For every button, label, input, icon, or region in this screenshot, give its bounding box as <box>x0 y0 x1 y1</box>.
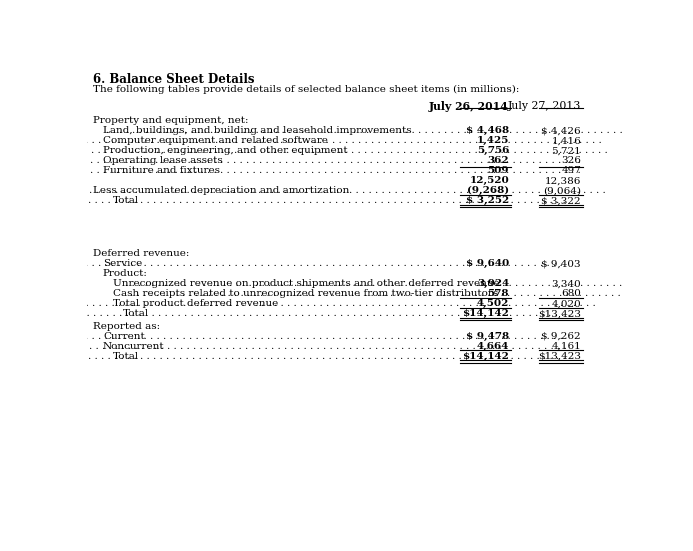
Text: Current: Current <box>103 332 145 341</box>
Text: Computer equipment and related software: Computer equipment and related software <box>103 136 328 145</box>
Text: . . . . . . . . . . . . . . . . . . . . . . . . . . . . . . . . . . . . . . . . : . . . . . . . . . . . . . . . . . . . . … <box>49 196 568 206</box>
Text: 4,161: 4,161 <box>552 342 581 351</box>
Text: $13,423: $13,423 <box>538 310 581 318</box>
Text: $ 4,468: $ 4,468 <box>466 126 509 135</box>
Text: . . . . . . . . . . . . . . . . . . . . . . . . . . . . . . . . . . . . . . . . : . . . . . . . . . . . . . . . . . . . . … <box>79 299 599 309</box>
Text: . . . . . . . . . . . . . . . . . . . . . . . . . . . . . . . . . . . . . . . . : . . . . . . . . . . . . . . . . . . . . … <box>53 310 574 318</box>
Text: $ 9,403: $ 9,403 <box>541 260 581 268</box>
Text: Less accumulated depreciation and amortization: Less accumulated depreciation and amorti… <box>93 186 349 195</box>
Text: Deferred revenue:: Deferred revenue: <box>93 250 189 258</box>
Text: 578: 578 <box>487 289 509 299</box>
Text: 12,520: 12,520 <box>469 176 509 185</box>
Text: . . . . . . . . . . . . . . . . . . . . . . . . . . . . . . . . . . . . . . . . : . . . . . . . . . . . . . . . . . . . . … <box>46 332 566 341</box>
Text: 4,664: 4,664 <box>477 342 509 351</box>
Text: . . . . . . . . . . . . . . . . . . . . . . . . . . . . . . . . . . . . . . . . : . . . . . . . . . . . . . . . . . . . . … <box>89 186 608 195</box>
Text: 362: 362 <box>487 156 509 165</box>
Text: Property and equipment, net:: Property and equipment, net: <box>93 116 248 125</box>
Text: (9,268): (9,268) <box>467 186 509 196</box>
Text: Cash receipts related to unrecognized revenue from two-tier distributors: Cash receipts related to unrecognized re… <box>113 289 498 299</box>
Text: . . . . . . . . . . . . . . . . . . . . . . . . . . . . . . . . . . . . . . . . : . . . . . . . . . . . . . . . . . . . . … <box>46 260 566 268</box>
Text: July 26, 2014: July 26, 2014 <box>429 101 509 112</box>
Text: Product:: Product: <box>103 269 148 278</box>
Text: $14,142: $14,142 <box>462 310 509 318</box>
Text: Reported as:: Reported as: <box>93 322 160 331</box>
Text: . . . . . . . . . . . . . . . . . . . . . . . . . . . . . . . . . . . . . . . . : . . . . . . . . . . . . . . . . . . . . … <box>49 352 568 361</box>
Text: . . . . . . . . . . . . . . . . . . . . . . . . . . . . . . . . . . . . . . . . : . . . . . . . . . . . . . . . . . . . . … <box>106 126 626 135</box>
Text: 4,502: 4,502 <box>477 299 509 309</box>
Text: Noncurrent: Noncurrent <box>103 342 164 351</box>
Text: 509: 509 <box>487 166 509 175</box>
Text: . . . . . . . . . . . . . . . . . . . . . . . . . . . . . . . . . . . . . . . . : . . . . . . . . . . . . . . . . . . . . … <box>64 156 584 165</box>
Text: 1,416: 1,416 <box>552 136 581 145</box>
Text: . . . . . . . . . . . . . . . . . . . . . . . . . . . . . . . . . . . . . . . . : . . . . . . . . . . . . . . . . . . . . … <box>64 166 584 175</box>
Text: $ 4,426: $ 4,426 <box>541 126 581 135</box>
Text: Production, engineering, and other equipment: Production, engineering, and other equip… <box>103 146 347 155</box>
Text: Operating lease assets: Operating lease assets <box>103 156 222 165</box>
Text: $ 3,322: $ 3,322 <box>541 196 581 206</box>
Text: The following tables provide details of selected balance sheet items (in million: The following tables provide details of … <box>93 85 519 94</box>
Text: $13,423: $13,423 <box>538 352 581 361</box>
Text: 680: 680 <box>561 289 581 299</box>
Text: 5,721: 5,721 <box>552 146 581 155</box>
Text: 12,386: 12,386 <box>545 176 581 185</box>
Text: $ 3,252: $ 3,252 <box>466 196 509 206</box>
Text: 1,425: 1,425 <box>477 136 509 145</box>
Text: Total: Total <box>123 310 149 318</box>
Text: 4,020: 4,020 <box>552 299 581 309</box>
Text: (9,064): (9,064) <box>543 186 581 195</box>
Text: 326: 326 <box>561 156 581 165</box>
Text: Furniture and fixtures: Furniture and fixtures <box>103 166 220 175</box>
Text: $ 9,478: $ 9,478 <box>466 332 509 341</box>
Text: 3,924: 3,924 <box>477 279 509 288</box>
Text: Total: Total <box>113 196 139 206</box>
Text: Service: Service <box>103 260 142 268</box>
Text: 6. Balance Sheet Details: 6. Balance Sheet Details <box>93 73 254 86</box>
Text: Unrecognized revenue on product shipments and other deferred revenue: Unrecognized revenue on product shipment… <box>113 279 500 288</box>
Text: . . . . . . . . . . . . . . . . . . . . . . . . . . . . . . . . . . . . . . . . : . . . . . . . . . . . . . . . . . . . . … <box>130 289 650 299</box>
Text: Total: Total <box>113 352 139 361</box>
Text: . . . . . . . . . . . . . . . . . . . . . . . . . . . . . . . . . . . . . . . . : . . . . . . . . . . . . . . . . . . . . … <box>50 342 570 351</box>
Text: . . . . . . . . . . . . . . . . . . . . . . . . . . . . . . . . . . . . . . . . : . . . . . . . . . . . . . . . . . . . . … <box>91 146 611 155</box>
Text: . . . . . . . . . . . . . . . . . . . . . . . . . . . . . . . . . . . . . . . . : . . . . . . . . . . . . . . . . . . . . … <box>85 136 605 145</box>
Text: 5,756: 5,756 <box>477 146 509 155</box>
Text: Total product deferred revenue: Total product deferred revenue <box>113 299 278 309</box>
Text: 497: 497 <box>561 166 581 175</box>
Text: $14,142: $14,142 <box>462 352 509 361</box>
Text: July 27, 2013: July 27, 2013 <box>508 101 581 111</box>
Text: Land, buildings, and building and leasehold improvements: Land, buildings, and building and leaseh… <box>103 126 412 135</box>
Text: . . . . . . . . . . . . . . . . . . . . . . . . . . . . . . . . . . . . . . . . : . . . . . . . . . . . . . . . . . . . . … <box>125 279 645 288</box>
Text: $ 9,262: $ 9,262 <box>541 332 581 341</box>
Text: $ 9,640: $ 9,640 <box>466 260 509 268</box>
Text: 3,340: 3,340 <box>552 279 581 288</box>
